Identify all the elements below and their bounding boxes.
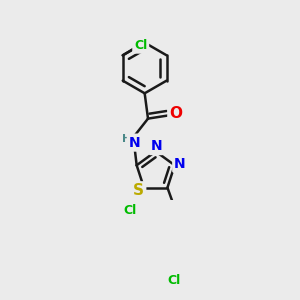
Text: S: S xyxy=(133,183,144,198)
Text: Cl: Cl xyxy=(123,204,136,218)
Text: O: O xyxy=(169,106,182,122)
Text: Cl: Cl xyxy=(134,39,147,52)
Text: Cl: Cl xyxy=(167,274,181,287)
Text: N: N xyxy=(174,157,186,171)
Text: N: N xyxy=(151,139,162,153)
Text: N: N xyxy=(129,136,140,150)
Text: H: H xyxy=(122,134,131,144)
